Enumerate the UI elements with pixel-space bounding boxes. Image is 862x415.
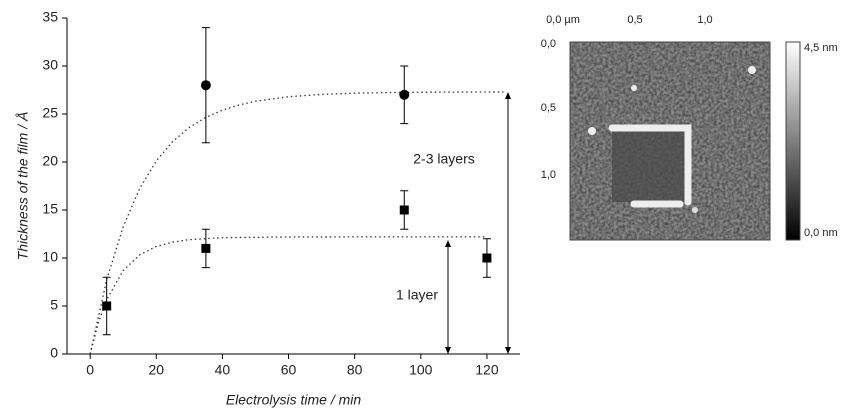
y-tick-label: 10 bbox=[42, 249, 58, 265]
x-tick-label: 20 bbox=[148, 362, 164, 378]
x-tick-label: 40 bbox=[215, 362, 231, 378]
annotation: 2-3 layers bbox=[413, 151, 474, 167]
x-tick-label: 0 bbox=[86, 362, 94, 378]
fit-curve bbox=[89, 236, 487, 355]
y-tick-label: 5 bbox=[50, 297, 58, 313]
y-tick-label: 35 bbox=[42, 9, 58, 25]
y-tick-label: 30 bbox=[42, 57, 58, 73]
y-tick-label: 20 bbox=[42, 153, 58, 169]
data-point bbox=[201, 243, 211, 253]
afm-x-label: 0,0 µm bbox=[546, 14, 580, 26]
data-point bbox=[399, 205, 409, 215]
x-tick-label: 120 bbox=[475, 362, 499, 378]
afm-image bbox=[569, 41, 801, 241]
colorbar-label: 4,5 nm bbox=[804, 42, 838, 54]
x-axis-label: Electrolysis time / min bbox=[226, 392, 362, 408]
afm-y-label: 1,0 bbox=[541, 169, 556, 181]
afm-x-label: 1,0 bbox=[697, 14, 712, 26]
fit-curve bbox=[89, 91, 504, 355]
x-tick-label: 80 bbox=[347, 362, 363, 378]
y-tick-label: 25 bbox=[42, 105, 58, 121]
data-point bbox=[200, 80, 211, 91]
annotation-arrows bbox=[445, 92, 511, 354]
y-tick-label: 15 bbox=[42, 201, 58, 217]
data-point bbox=[399, 89, 410, 100]
x-tick-label: 100 bbox=[409, 362, 433, 378]
afm-x-label: 0,5 bbox=[627, 14, 642, 26]
colorbar-label: 0,0 nm bbox=[804, 227, 838, 239]
afm-y-label: 0,0 bbox=[541, 38, 556, 50]
data-point bbox=[482, 253, 492, 263]
y-axis-label: Thickness of the film / Å bbox=[15, 112, 31, 261]
y-tick-label: 0 bbox=[50, 345, 58, 361]
afm-y-label: 0,5 bbox=[541, 102, 556, 114]
data-point bbox=[102, 301, 112, 311]
x-tick-label: 60 bbox=[281, 362, 297, 378]
annotation: 1 layer bbox=[396, 287, 438, 303]
